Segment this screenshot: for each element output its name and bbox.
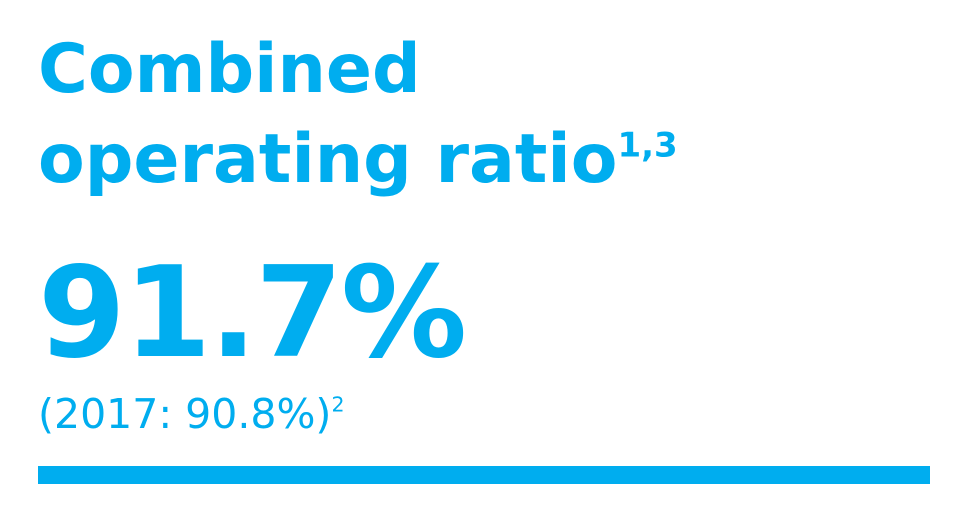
footnote-ref: 1,3	[617, 125, 678, 166]
title-line: operating ratio1,3	[38, 126, 678, 194]
divider-bar	[38, 466, 930, 484]
title-line: Combined	[38, 30, 421, 109]
kpi-value: 91.7%	[38, 239, 467, 386]
footnote-ref: 2	[331, 392, 345, 417]
comparison-text: (2017: 90.8%)	[38, 390, 332, 438]
title-line-text: operating ratio	[38, 120, 618, 199]
comparison: (2017: 90.8%)2	[38, 394, 344, 435]
